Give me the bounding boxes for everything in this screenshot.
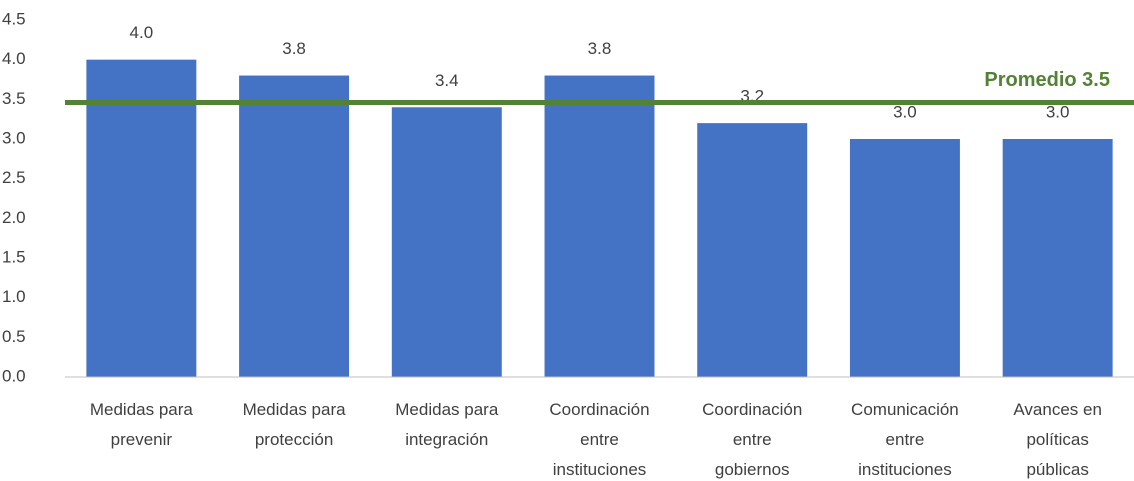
- y-tick-label: 4.5: [2, 9, 26, 28]
- average-label: Promedio 3.5: [984, 69, 1110, 91]
- y-tick-label: 0.0: [2, 366, 26, 385]
- x-tick-line: entre: [886, 430, 925, 449]
- y-tick-label: 2.5: [2, 168, 26, 187]
- y-tick-label: 0.5: [2, 327, 26, 346]
- x-tick-line: Coordinación: [549, 400, 649, 419]
- x-tick-line: instituciones: [858, 460, 952, 479]
- x-tick-label: Medidas para prevenir: [90, 400, 194, 449]
- bar: [391, 107, 502, 378]
- data-label: 3.4: [435, 71, 459, 90]
- bar: [849, 139, 960, 377]
- bar: [86, 59, 197, 378]
- x-tick-line: entre: [733, 430, 772, 449]
- x-tick-line: públicas: [1026, 460, 1088, 479]
- data-label: 3.0: [1046, 102, 1070, 121]
- x-tick-line: políticas: [1026, 430, 1088, 449]
- x-tick-line: entre: [580, 430, 619, 449]
- y-tick-label: 1.5: [2, 247, 26, 266]
- bar: [697, 123, 808, 377]
- x-tick-label: Avances en políticas públicas: [1013, 400, 1102, 479]
- x-tick-line: instituciones: [553, 460, 647, 479]
- x-tick-line: Coordinación: [702, 400, 802, 419]
- y-tick-label: 1.0: [2, 287, 26, 306]
- x-tick-line: integración: [405, 430, 488, 449]
- data-label: 3.8: [282, 39, 306, 58]
- x-tick-line: Medidas para: [395, 400, 499, 419]
- x-tick-line: Medidas para: [243, 400, 347, 419]
- bar: [544, 75, 655, 378]
- y-tick-label: 4.0: [2, 49, 26, 68]
- y-tick-label: 3.0: [2, 128, 26, 147]
- y-tick-label: 3.5: [2, 89, 26, 108]
- data-label: 3.0: [893, 102, 917, 121]
- x-tick-line: gobiernos: [715, 460, 790, 479]
- x-tick-label: Coordinación entre instituciones: [549, 400, 649, 479]
- x-tick-line: prevenir: [111, 430, 173, 449]
- x-tick-label: Coordinación entre gobiernos: [702, 400, 802, 479]
- x-tick-label: Medidas para protección: [243, 400, 347, 449]
- x-tick-label: Comunicación entre instituciones: [851, 400, 959, 479]
- x-tick-line: protección: [255, 430, 333, 449]
- bar: [1002, 139, 1113, 377]
- data-label: 4.0: [130, 23, 154, 42]
- y-tick-label: 2.0: [2, 208, 26, 227]
- data-label: 3.8: [588, 39, 612, 58]
- x-tick-line: Avances en: [1013, 400, 1102, 419]
- x-tick-line: Comunicación: [851, 400, 959, 419]
- x-tick-label: Medidas para integración: [395, 400, 499, 449]
- x-tick-line: Medidas para: [90, 400, 194, 419]
- bar: [239, 75, 350, 378]
